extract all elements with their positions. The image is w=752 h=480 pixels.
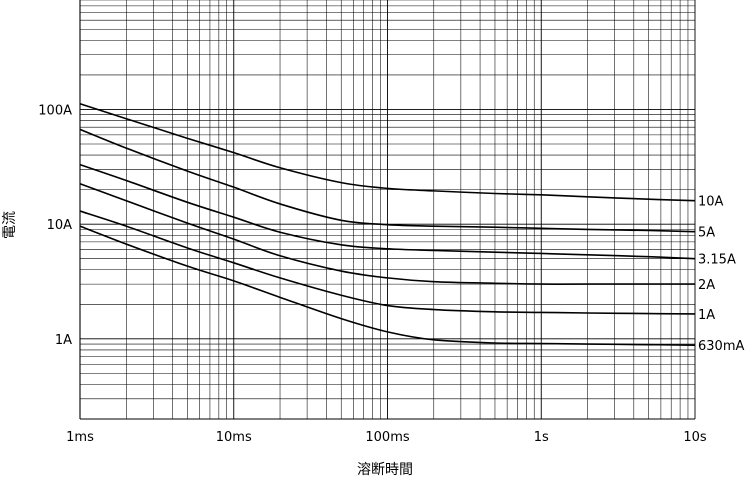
series-line-630mA <box>79 225 696 346</box>
y-tick-label: 1A <box>55 333 72 348</box>
y-tick-labels: 1A 10A 100A <box>38 103 72 347</box>
series-label: 10A <box>698 195 724 210</box>
x-tick-labels: 1ms 10ms 100ms 1s 10s <box>66 430 707 445</box>
y-axis-title: 電流 <box>2 211 18 239</box>
series-line-3.15A <box>79 163 696 260</box>
y-tick-label: 10A <box>47 218 73 233</box>
series-label: 630mA <box>698 339 744 354</box>
grid <box>79 0 696 420</box>
series-labels: 10A 5A 3.15A 2A 1A 630mA <box>698 195 744 354</box>
series-label: 5A <box>698 226 715 241</box>
x-tick-label: 10s <box>683 430 707 445</box>
series-line-5A <box>79 128 696 233</box>
x-tick-label: 10ms <box>216 430 252 445</box>
x-tick-label: 100ms <box>365 430 409 445</box>
series-line-1A <box>79 210 696 315</box>
y-tick-label: 100A <box>38 103 72 118</box>
x-axis-title: 溶断時間 <box>357 462 413 478</box>
series-label: 3.15A <box>698 253 736 268</box>
x-tick-label: 1ms <box>66 430 94 445</box>
series-label: 2A <box>698 278 715 293</box>
series-line-2A <box>79 182 695 285</box>
series-label: 1A <box>698 308 715 323</box>
x-tick-label: 1s <box>534 430 549 445</box>
series-curves <box>79 103 696 346</box>
series-line-10A <box>79 103 696 202</box>
